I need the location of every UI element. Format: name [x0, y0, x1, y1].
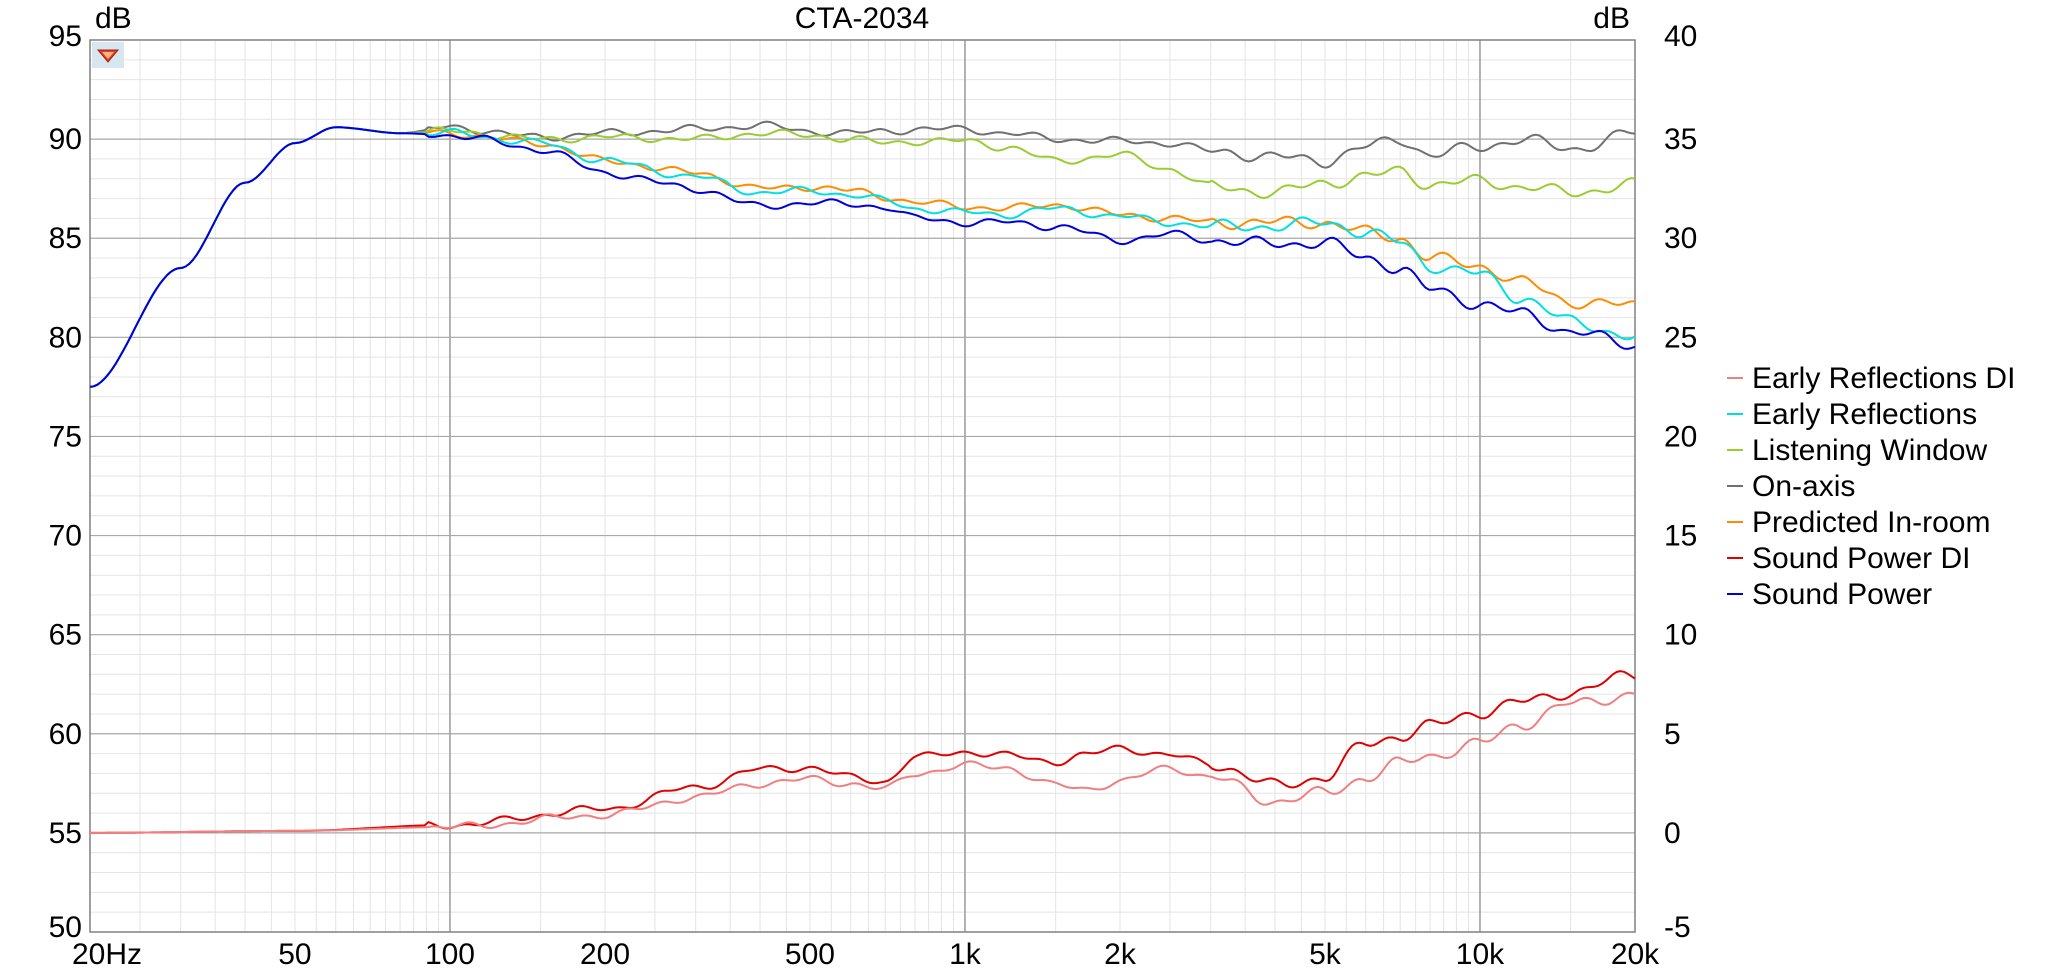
right-y-tick-label: 20 [1664, 420, 1697, 453]
chart-title: CTA-2034 [795, 2, 930, 35]
series-line [90, 691, 1636, 834]
left-y-tick-label: 55 [49, 817, 82, 850]
x-tick-label: 20k [1611, 938, 1660, 971]
x-tick-label: 50 [278, 938, 311, 971]
left-y-tick-label: 90 [49, 123, 82, 156]
series-layer [89, 120, 1636, 834]
x-tick-label: 500 [785, 938, 835, 971]
plot-frame [89, 39, 1636, 933]
left-y-tick-label: 85 [49, 222, 82, 255]
left-y-tick-label: 70 [49, 520, 82, 553]
right-y-tick-label: 10 [1664, 619, 1697, 652]
rew-logo-icon [92, 42, 124, 68]
x-tick-label: 1k [949, 938, 982, 971]
right-axis-ticks: 40 35 30 25 20 15 10 5 0 -5 [1664, 20, 1697, 944]
legend-label: On-axis [1752, 470, 1855, 503]
legend-label: Early Reflections DI [1752, 362, 2015, 395]
right-y-tick-label: 40 [1664, 20, 1697, 53]
right-y-tick-label: -5 [1664, 911, 1691, 944]
left-y-tick-label: 75 [49, 420, 82, 453]
x-tick-label: 100 [425, 938, 475, 971]
x-tick-label: 2k [1104, 938, 1137, 971]
right-y-tick-label: 0 [1664, 817, 1681, 850]
legend-label: Listening Window [1752, 434, 1987, 467]
legend-label: Early Reflections [1752, 398, 1977, 431]
x-tick-label: 20Hz [72, 938, 142, 971]
right-y-tick-label: 35 [1664, 123, 1697, 156]
legend-label: Predicted In-room [1752, 506, 1990, 539]
left-y-tick-label: 95 [49, 20, 82, 53]
right-y-tick-label: 30 [1664, 222, 1697, 255]
left-y-tick-label: 60 [49, 718, 82, 751]
x-tick-label: 200 [580, 938, 630, 971]
x-axis-ticks: 20Hz 50 100 200 500 1k 2k 5k 10k 20k [72, 938, 1660, 971]
x-tick-label: 10k [1456, 938, 1505, 971]
legend-label: Sound Power [1752, 578, 1932, 611]
left-axis-unit: dB [95, 2, 132, 35]
right-y-tick-label: 25 [1664, 321, 1697, 354]
legend-label: Sound Power DI [1752, 542, 1970, 575]
right-y-tick-label: 15 [1664, 520, 1697, 553]
series-line [89, 126, 1636, 388]
left-y-tick-label: 65 [49, 619, 82, 652]
right-axis-unit: dB [1593, 2, 1630, 35]
left-y-tick-label: 50 [49, 911, 82, 944]
left-y-tick-label: 80 [49, 321, 82, 354]
right-y-tick-label: 5 [1664, 718, 1681, 751]
left-axis-ticks: 95 90 85 80 75 70 65 60 55 50 [49, 20, 82, 944]
x-tick-label: 5k [1309, 938, 1342, 971]
